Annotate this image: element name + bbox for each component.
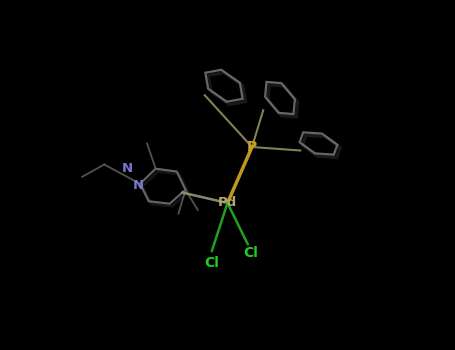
Text: Cl: Cl [204,256,219,270]
Text: Cl: Cl [243,246,258,260]
Text: P: P [247,140,257,154]
Text: N: N [133,179,144,192]
Text: Pd: Pd [218,196,237,210]
Text: N: N [122,161,133,175]
